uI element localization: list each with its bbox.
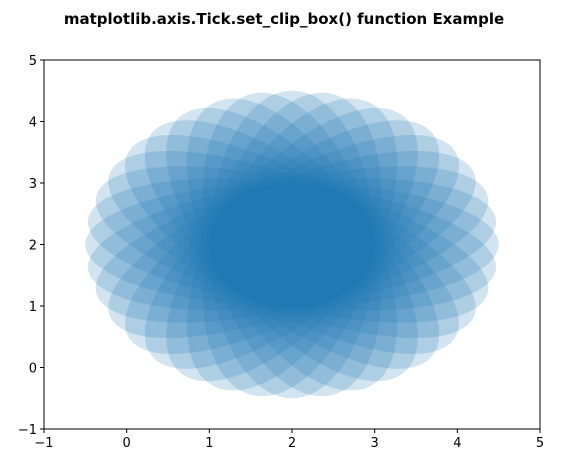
ellipse-layer <box>85 90 499 399</box>
ellipse-0-6 <box>166 107 418 382</box>
ellipse-mark <box>87 178 497 311</box>
ellipse-mark <box>87 178 497 311</box>
y-axis: −1 0 1 2 3 4 5 <box>18 54 44 438</box>
ellipse-0-16 <box>95 166 489 323</box>
ellipse-0-7 <box>186 98 398 391</box>
y-tick-label: 0 <box>29 362 37 377</box>
ellipse-mark <box>209 90 375 399</box>
ellipse-0-3 <box>108 150 476 339</box>
ellipse-0-5 <box>144 120 440 369</box>
x-tick-label: 5 <box>536 436 544 451</box>
ellipse-mark <box>186 98 398 391</box>
x-tick-label: −1 <box>34 436 53 451</box>
ellipse-mark <box>85 183 499 306</box>
ellipse-mark <box>166 107 418 382</box>
ellipse-mark <box>186 98 398 391</box>
x-tick-label: 4 <box>453 436 461 451</box>
y-tick-label: 1 <box>29 300 37 315</box>
ellipse-mark <box>144 120 440 369</box>
ellipse-mark <box>144 120 440 369</box>
ellipse-mark <box>125 135 459 354</box>
ellipse-0-0 <box>85 183 499 306</box>
ellipse-0-17 <box>87 178 497 311</box>
ellipse-0-12 <box>166 107 418 382</box>
ellipse-0-10 <box>203 92 381 397</box>
ellipse-mark <box>203 92 381 397</box>
y-tick-label: 3 <box>29 177 37 192</box>
chart-title: matplotlib.axis.Tick.set_clip_box() func… <box>64 10 504 28</box>
ellipse-0-11 <box>186 98 398 391</box>
y-tick-label: 5 <box>29 54 37 69</box>
ellipse-mark <box>95 166 489 323</box>
y-tick-label: −1 <box>18 423 37 438</box>
ellipse-mark <box>125 135 459 354</box>
y-tick-label: 4 <box>29 116 37 131</box>
ellipse-mark <box>203 92 381 397</box>
x-axis: −1 0 1 2 3 4 5 <box>34 429 544 451</box>
ellipse-0-1 <box>87 178 497 311</box>
ellipse-mark <box>166 107 418 382</box>
ellipse-mark <box>95 166 489 323</box>
ellipse-0-8 <box>203 92 381 397</box>
x-tick-label: 3 <box>371 436 379 451</box>
ellipse-0-13 <box>144 120 440 369</box>
x-tick-label: 0 <box>123 436 131 451</box>
ellipse-0-15 <box>108 150 476 339</box>
ellipse-mark <box>108 150 476 339</box>
x-tick-label: 1 <box>205 436 213 451</box>
ellipse-0-9 <box>209 90 375 399</box>
y-tick-label: 2 <box>29 239 37 254</box>
ellipse-mark <box>108 150 476 339</box>
ellipse-0-2 <box>95 166 489 323</box>
ellipse-0-14 <box>125 135 459 354</box>
ellipse-0-4 <box>125 135 459 354</box>
x-tick-label: 2 <box>288 436 296 451</box>
